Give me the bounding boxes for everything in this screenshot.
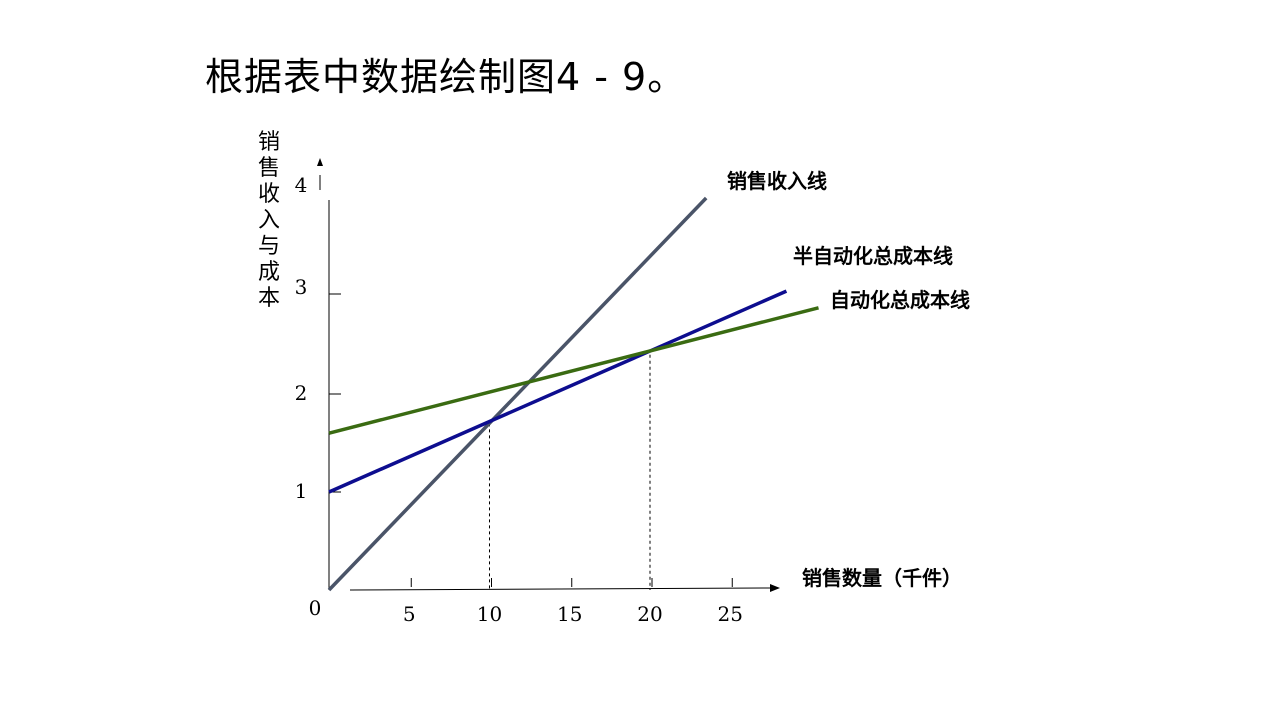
y-tick-label: 3: [295, 275, 308, 299]
x-tick-label: 10: [477, 602, 502, 626]
series-line-semi-auto-cost: [328, 289, 788, 494]
series-label-auto-cost: 自动化总成本线: [830, 288, 970, 312]
x-axis-line: [349, 587, 771, 591]
x-tick-label: 0: [309, 596, 322, 620]
series-line-auto-cost: [328, 306, 819, 435]
x-axis-arrow-icon: [770, 584, 780, 592]
x-tick-label: 5: [403, 602, 416, 626]
x-tick-label: 20: [637, 602, 662, 626]
y-tick-label: 1: [295, 479, 308, 503]
series-label-revenue: 销售收入线: [727, 169, 827, 193]
ticks-layer: 0 5 10 15 20 25 1 2 3 4: [295, 173, 743, 626]
slide-title: 根据表中数据绘制图4 - 9。: [205, 55, 687, 99]
reference-lines: [489, 354, 651, 590]
axes: [317, 158, 780, 592]
x-tick-label: 25: [718, 602, 743, 626]
y-axis-arrow-icon: [317, 158, 323, 166]
y-axis-title: 销售收入与成本: [257, 130, 280, 311]
series-layer: [327, 196, 819, 592]
y-tick-label: 2: [295, 381, 308, 405]
series-label-semi-auto-cost: 半自动化总成本线: [793, 244, 953, 268]
series-line-revenue: [327, 196, 708, 592]
x-axis-title: 销售数量（千件）: [802, 566, 962, 590]
x-tick-label: 15: [557, 602, 582, 626]
y-tick-label: 4: [295, 173, 308, 197]
